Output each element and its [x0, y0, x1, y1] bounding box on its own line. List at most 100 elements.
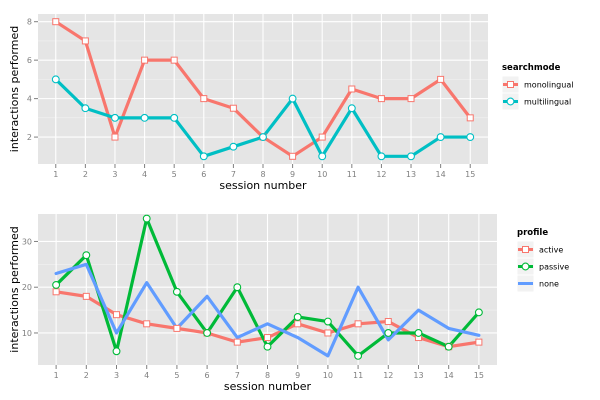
data-point-multilingual: [288, 94, 297, 103]
data-point-active: [264, 334, 271, 342]
series-line-none: [54, 262, 481, 358]
data-point-passive: [293, 313, 302, 321]
x-tick-label: 15: [465, 170, 475, 179]
data-point-active: [82, 292, 90, 300]
x-tick-label: 7: [231, 170, 236, 179]
x-tick-label: 4: [144, 371, 149, 380]
data-point-passive: [233, 283, 242, 292]
x-tick-label: 6: [205, 371, 210, 380]
data-point-multilingual: [111, 113, 119, 122]
x-tick-label: 2: [83, 170, 88, 179]
data-point-monolingual: [348, 85, 356, 93]
data-point-passive: [82, 251, 91, 260]
data-point-monolingual: [289, 152, 297, 160]
x-tick-label: 14: [436, 170, 446, 179]
x-tick-label: 9: [295, 371, 300, 380]
data-point-active: [354, 320, 362, 328]
data-point-multilingual: [170, 113, 179, 122]
legend-item-multilingual: multilingual: [501, 92, 571, 111]
data-point-monolingual: [170, 56, 178, 64]
data-point-active: [233, 338, 241, 346]
y-tick-label: 2: [27, 133, 32, 142]
x-tick-label: 3: [114, 371, 119, 380]
data-point-multilingual: [436, 133, 445, 142]
data-point-monolingual: [229, 104, 237, 112]
x-tick-label: 9: [290, 170, 295, 179]
x-tick-label: 10: [323, 371, 333, 380]
data-point-multilingual: [318, 152, 327, 161]
x-tick-label: 4: [142, 170, 147, 179]
x-tick-label: 12: [383, 371, 393, 380]
y-tick-label: 4: [27, 95, 32, 104]
data-point-monolingual: [141, 56, 149, 64]
x-tick-label: 7: [235, 371, 240, 380]
x-tick-label: 6: [201, 170, 206, 179]
data-point-multilingual: [140, 113, 149, 122]
x-tick-label: 5: [172, 170, 177, 179]
data-point-passive: [203, 329, 212, 337]
legend-item-none: none: [516, 274, 559, 293]
data-point-monolingual: [318, 133, 326, 141]
data-point-multilingual: [229, 142, 238, 151]
legend-title: profile: [517, 228, 548, 238]
data-point-multilingual: [347, 104, 356, 113]
data-point-passive: [414, 329, 423, 337]
legend-item-monolingual: monolingual: [501, 75, 573, 94]
data-point-active: [143, 320, 151, 328]
legend-label: monolingual: [524, 81, 573, 90]
legend: searchmode monolingual multilingual: [501, 63, 573, 111]
data-point-multilingual: [407, 152, 415, 161]
x-tick-label: 14: [444, 371, 454, 380]
x-tick-label: 15: [474, 371, 484, 380]
x-tick-label: 13: [406, 170, 416, 179]
data-point-passive: [112, 347, 121, 356]
data-point-passive: [444, 342, 453, 351]
data-point-passive: [354, 351, 363, 360]
data-point-monolingual: [407, 95, 415, 103]
legend-label: passive: [539, 263, 569, 272]
x-tick-label: 8: [260, 170, 265, 179]
x-tick-label: 11: [347, 170, 357, 179]
x-tick-label: 5: [174, 371, 179, 380]
data-point-active: [384, 318, 392, 326]
data-point-active: [52, 288, 60, 296]
data-point-monolingual: [377, 95, 385, 103]
data-point-multilingual: [81, 104, 90, 113]
legend: profile active passive none: [516, 228, 569, 293]
y-tick-label: 8: [27, 18, 32, 27]
x-tick-label: 8: [265, 371, 270, 380]
legend-title: searchmode: [502, 63, 561, 73]
data-point-monolingual: [81, 37, 89, 45]
data-point-monolingual: [437, 75, 445, 83]
data-point-passive: [52, 280, 61, 289]
x-tick-label: 12: [376, 170, 386, 179]
data-point-active: [173, 324, 181, 332]
data-point-passive: [474, 308, 483, 317]
y-tick-label: 30: [22, 237, 32, 246]
x-tick-label: 2: [84, 371, 89, 380]
y-axis-label: interactions performed: [8, 26, 21, 152]
legend-label: active: [539, 246, 563, 255]
data-point-monolingual: [111, 133, 119, 141]
data-point-passive: [142, 214, 151, 223]
x-tick-label: 13: [413, 371, 423, 380]
data-point-monolingual: [52, 18, 60, 26]
data-point-passive: [263, 342, 272, 351]
data-point-active: [294, 320, 302, 328]
y-tick-label: 6: [27, 56, 32, 65]
data-point-multilingual: [259, 133, 267, 142]
data-point-passive: [323, 317, 332, 326]
x-axis-label: session number: [224, 380, 312, 393]
x-tick-label: 10: [317, 170, 327, 179]
data-point-monolingual: [466, 114, 474, 122]
data-point-passive: [384, 329, 393, 337]
data-point-monolingual: [200, 95, 208, 103]
x-axis-label: session number: [219, 179, 307, 192]
data-point-multilingual: [199, 152, 208, 161]
y-axis-label: interactions performed: [8, 226, 21, 352]
data-point-passive: [172, 287, 181, 296]
x-tick-label: 1: [53, 170, 58, 179]
legend-key-marker: [522, 246, 529, 253]
